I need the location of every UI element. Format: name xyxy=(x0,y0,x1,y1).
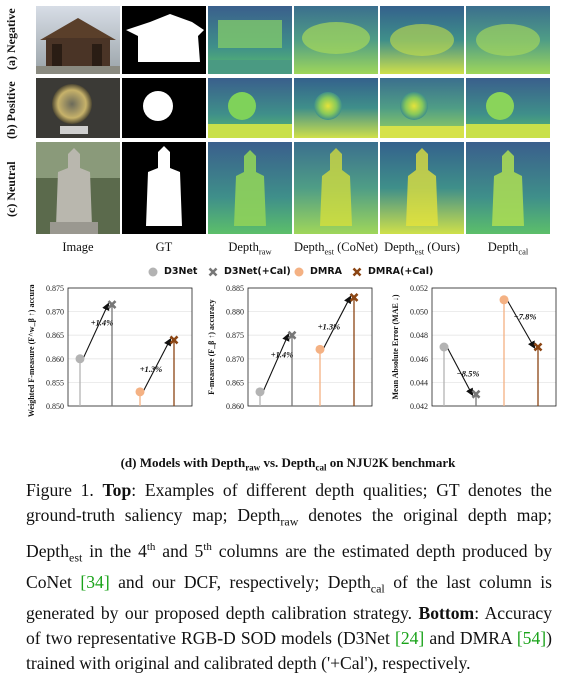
y-tick-label: 0.875 xyxy=(46,284,64,293)
column-label-image: Image xyxy=(62,240,94,254)
y-tick-label: 0.870 xyxy=(46,308,64,317)
legend-item-d3net: D3Net xyxy=(148,266,197,277)
y-tick-label: 0.046 xyxy=(410,355,428,364)
plot-frame xyxy=(247,287,373,407)
legend-item-dmra: DMRA xyxy=(294,266,342,277)
legend-x-icon xyxy=(208,267,218,276)
row-b-thumbnails xyxy=(36,78,550,138)
change-label: −8.5% xyxy=(457,369,480,379)
data-point-x xyxy=(287,330,297,340)
change-label: +1.4% xyxy=(271,350,294,360)
change-arrow xyxy=(506,299,536,349)
legend-item-d3net-cal: D3Net(+Cal) xyxy=(208,266,291,277)
data-point-circle xyxy=(75,354,85,364)
row-a-thumbnails xyxy=(36,6,550,74)
y-axis-label: Mean Absolute Error (MAE ↓) xyxy=(391,294,400,399)
change-arrow xyxy=(322,295,352,350)
data-point-x xyxy=(349,293,359,302)
chart-mae: 0.052 0.050 0.048 0.046 0.044 0.042 Mean Absol… xyxy=(391,284,557,411)
y-axis-label: Weighted F-measure (F^w_β ↑) accuracy xyxy=(27,284,36,417)
change-label: +1.3% xyxy=(318,321,341,331)
y-tick-label: 0.860 xyxy=(46,355,64,364)
legend-item-dmra-cal: DMRA(+Cal) xyxy=(352,266,433,277)
data-point-circle xyxy=(499,295,509,305)
column-label-depth-raw: Depthraw xyxy=(228,240,272,257)
subfigure-caption: (d) Models with Depthraw vs. Depthcal on… xyxy=(120,455,456,473)
y-tick-label: 0.052 xyxy=(410,284,428,293)
change-label: +1.4% xyxy=(91,318,114,328)
y-tick-label: 0.042 xyxy=(410,402,428,411)
data-point-x xyxy=(533,342,543,352)
data-point-x xyxy=(169,335,179,345)
thumbnail-grid xyxy=(36,6,550,234)
column-label-depth-est-ours: Depthest (Ours) xyxy=(384,240,460,257)
legend-circle-icon xyxy=(294,267,304,276)
legend-x-icon xyxy=(352,267,362,276)
data-point-circle xyxy=(439,342,449,352)
row-c-thumbnails xyxy=(36,142,550,234)
chart-f-measure: 0.885 0.880 0.875 0.870 0.865 0.860 F-measure … xyxy=(207,284,373,411)
legend-circle-icon xyxy=(148,267,158,276)
chart-legend: D3Net D3Net(+Cal) DMRA DMRA(+Cal) xyxy=(0,262,576,282)
change-arrow xyxy=(82,302,110,360)
y-tick-label: 0.048 xyxy=(410,331,428,340)
column-label-depth-cal: Depthcal xyxy=(487,240,529,257)
y-tick-label: 0.860 xyxy=(226,402,244,411)
y-tick-label: 0.885 xyxy=(226,284,244,293)
data-point-x xyxy=(471,389,481,399)
y-tick-label: 0.850 xyxy=(46,402,64,411)
data-point-circle xyxy=(315,344,325,354)
citation-link[interactable]: [24] xyxy=(394,628,425,649)
y-axis-label: F-measure (F_β ↑) accuracy xyxy=(207,299,216,394)
figure-caption: Figure 1. Top: Examples of different dep… xyxy=(26,480,553,674)
citation-link[interactable]: [54] xyxy=(516,628,547,649)
change-arrow xyxy=(446,346,474,397)
plot-frame xyxy=(431,287,557,407)
y-tick-label: 0.865 xyxy=(46,331,64,340)
change-label: −7.8% xyxy=(514,311,537,321)
y-tick-label: 0.870 xyxy=(226,355,244,364)
data-point-circle xyxy=(135,387,145,397)
example-image-grid: (a) Negative (b) Positive (c) Neutral xyxy=(0,0,576,262)
change-arrow xyxy=(262,333,290,393)
column-label-depth-est-conet: Depthest (CoNet) xyxy=(293,240,379,257)
change-label: +1.3% xyxy=(140,364,163,374)
plot-frame xyxy=(67,287,193,407)
column-label-gt: GT xyxy=(155,240,173,254)
y-tick-label: 0.875 xyxy=(226,331,244,340)
y-tick-label: 0.865 xyxy=(226,378,244,387)
y-tick-label: 0.050 xyxy=(410,308,428,317)
y-tick-label: 0.044 xyxy=(410,378,428,387)
citation-link[interactable]: [34] xyxy=(80,571,110,592)
change-arrow xyxy=(142,337,172,393)
y-tick-label: 0.880 xyxy=(226,308,244,317)
data-point-circle xyxy=(255,387,265,397)
y-tick-label: 0.855 xyxy=(46,378,64,387)
data-point-x xyxy=(107,300,117,309)
chart-weighted-f-measure: 0.875 0.870 0.865 0.860 0.855 0.850 Weighted F… xyxy=(27,284,193,417)
